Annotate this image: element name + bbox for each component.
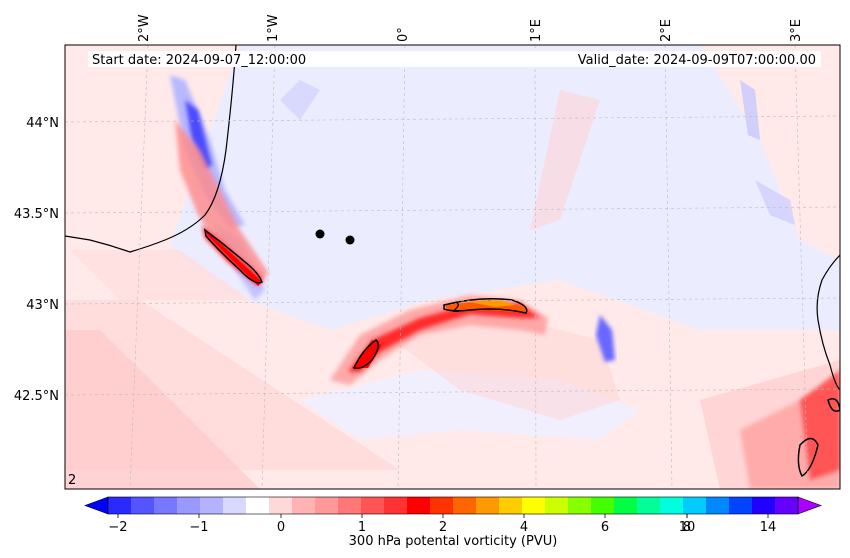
colorbar-swatch [499,497,523,514]
contour-label: 2 [452,301,460,316]
colorbar-swatch [315,497,339,514]
colorbar-tick-label: 14 [760,520,777,535]
valid-date: Valid_date: 2024-09-09T07:00:00.00 [578,53,816,68]
colorbar-swatch [131,497,155,514]
colorbar-ticks: −2 −1 0 1 2 4 6 810 14 [108,514,776,535]
colorbar-swatch [338,497,362,514]
colorbar-swatch [614,497,638,514]
colorbar-swatch [545,497,569,514]
lon-label: 2°W [137,14,152,42]
colorbar-swatch [453,497,477,514]
colorbar-extend-max [797,496,822,515]
colorbar-swatch [384,497,408,514]
colorbar-swatch [637,497,661,514]
colorbar-tick-label: 4 [520,520,528,535]
lon-label: 0° [396,27,411,42]
lon-label: 1°W [266,14,281,42]
colorbar-swatch [223,497,247,514]
colorbar [84,496,822,515]
colorbar-swatch [568,497,592,514]
colorbar-tick-label: 8 [683,520,691,535]
colorbar-swatch [729,497,753,514]
colorbar-swatch [476,497,500,514]
colorbar-label: 300 hPa potental vorticity (PVU) [349,534,558,549]
colorbar-swatch [683,497,707,514]
colorbar-swatch [591,497,615,514]
colorbar-tick-label: 10 [679,520,696,535]
colorbar-extend-min [84,496,109,515]
lat-label: 43°N [26,298,59,313]
colorbar-swatch [430,497,454,514]
contour-label: 2 [68,473,76,488]
colorbar-swatch [660,497,684,514]
date-banner [88,51,821,67]
colorbar-swatch [292,497,316,514]
lat-label: 42.5°N [14,389,59,404]
lon-label: 2°E [659,19,674,42]
colorbar-tick-label: 6 [601,520,609,535]
colorbar-tick-label: 0 [277,520,285,535]
colorbar-tick-label: 2 [439,520,447,535]
colorbar-swatch [522,497,546,514]
colorbar-tick-label: −2 [108,520,127,535]
colorbar-tick-label: 1 [358,520,366,535]
colorbar-swatch [177,497,201,514]
city-marker [315,229,325,239]
colorbar-frame [107,496,799,515]
city-marker [345,235,355,245]
colorbar-swatch [154,497,178,514]
lon-label: 3°E [789,19,804,42]
start-date: Start date: 2024-09-07_12:00:00 [92,53,306,68]
colorbar-swatch [108,497,132,514]
lon-label: 1°E [529,19,544,42]
colorbar-swatch [407,497,431,514]
colorbar-swatch [361,497,385,514]
colorbar-swatch [752,497,776,514]
colorbar-tick-label: −1 [189,520,208,535]
colorbar-swatch [775,497,799,514]
colorbar-swatch [269,497,293,514]
colorbar-swatch [246,497,270,514]
map-frame [64,44,841,490]
lat-label: 44°N [26,116,59,131]
lat-label: 43.5°N [14,207,59,222]
colorbar-swatch [706,497,730,514]
colorbar-swatch [200,497,224,514]
pv-field [65,45,840,489]
lon-labels: 2°W 1°W 0° 1°E 2°E 3°E [137,14,804,42]
lat-labels: 44°N 43.5°N 43°N 42.5°N [14,116,59,404]
